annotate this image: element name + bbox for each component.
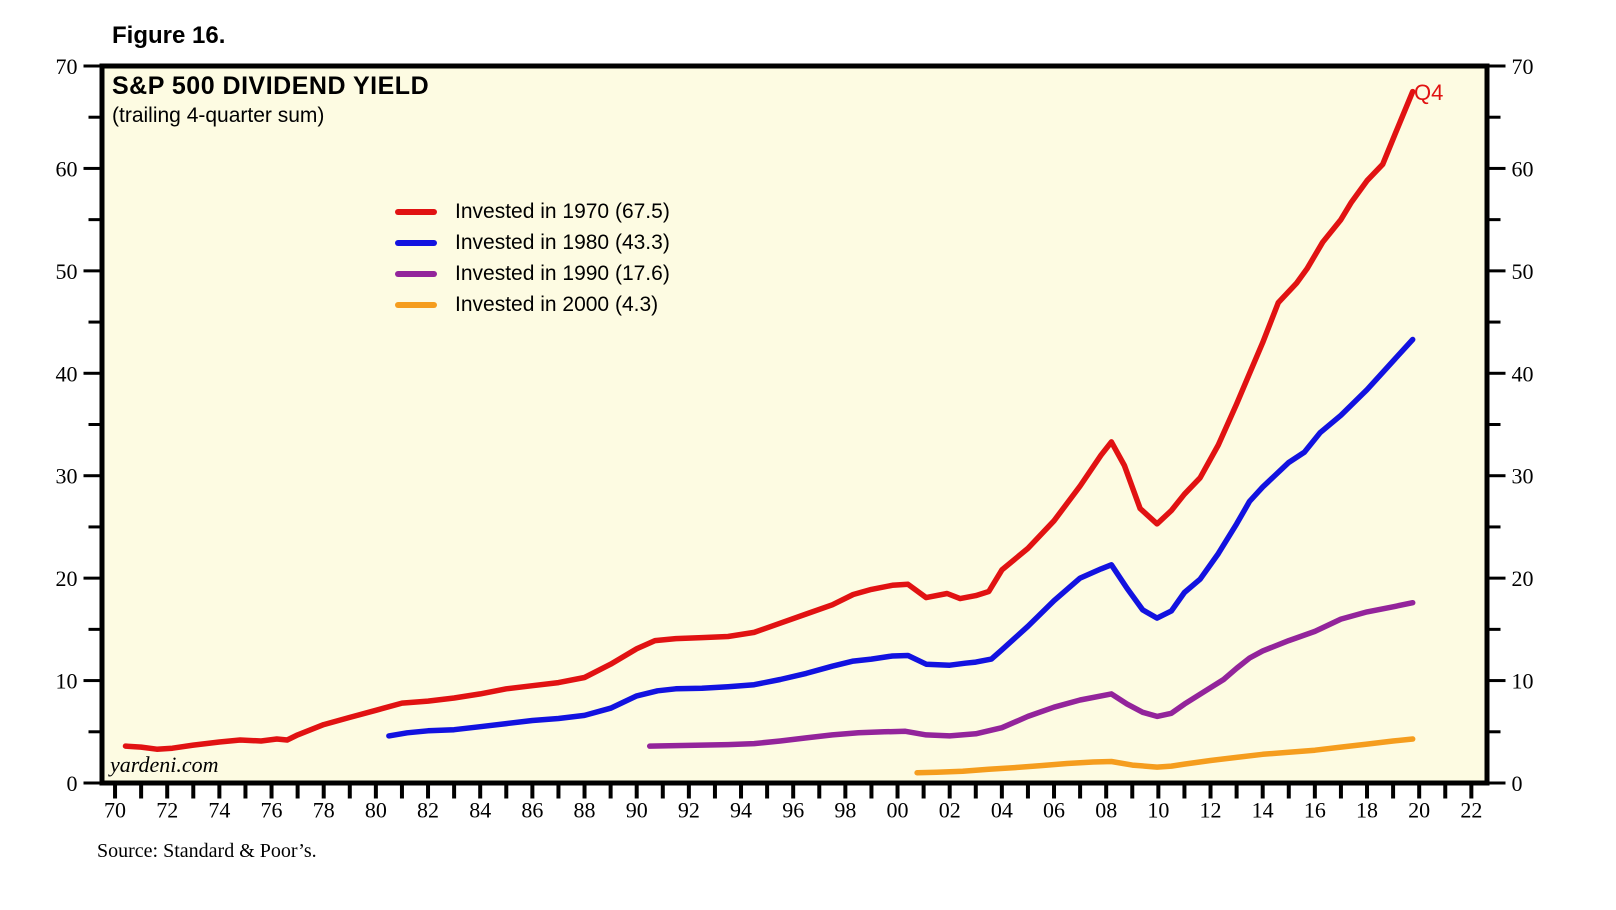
- legend-line-swatch: [395, 209, 437, 215]
- source-note: Source: Standard & Poor’s.: [97, 840, 317, 862]
- y-tick-label-right: 20: [1512, 566, 1534, 591]
- plot-area: [99, 63, 1490, 786]
- series-line-invested-in-1970: [122, 88, 1416, 752]
- y-tick-label-left: 70: [56, 54, 78, 79]
- axis-labels-group: 70 72 74 76 78 80 82 84 86 88 90 92 94 96 98 00 02 04 06 08…: [56, 54, 1534, 823]
- legend-label: Invested in 1990 (17.6): [455, 262, 670, 285]
- x-tick-label: 72: [156, 798, 178, 823]
- legend-label: Invested in 1970 (67.5): [455, 200, 670, 223]
- chart-title: S&P 500 DIVIDEND YIELD: [112, 72, 430, 100]
- figure-label: Figure 16.: [112, 22, 226, 49]
- y-tick-label-left: 0: [67, 771, 78, 796]
- x-tick-label: 76: [261, 798, 283, 823]
- series-lines-group: [122, 88, 1416, 776]
- y-tick-label-right: 30: [1512, 464, 1534, 489]
- legend-line-swatch: [395, 240, 437, 246]
- x-tick-label: 14: [1252, 798, 1274, 823]
- x-tick-label: 80: [365, 798, 387, 823]
- y-tick-label-right: 70: [1512, 54, 1534, 79]
- y-tick-label-left: 10: [56, 669, 78, 694]
- x-tick-label: 10: [1147, 798, 1169, 823]
- y-tick-label-right: 40: [1512, 361, 1534, 386]
- x-tick-label: 74: [208, 798, 230, 823]
- series-line-invested-in-1980: [386, 336, 1416, 739]
- legend-item: Invested in 1970 (67.5): [395, 200, 670, 224]
- legend-label: Invested in 1980 (43.3): [455, 231, 670, 254]
- y-tick-label-left: 30: [56, 464, 78, 489]
- legend-line-swatch: [395, 271, 437, 277]
- x-tick-label: 70: [104, 798, 126, 823]
- x-tick-label: 08: [1095, 798, 1117, 823]
- x-tick-label: 18: [1356, 798, 1378, 823]
- x-tick-label: 22: [1460, 798, 1482, 823]
- x-tick-label: 02: [939, 798, 961, 823]
- legend-item: Invested in 2000 (4.3): [395, 293, 670, 317]
- legend-label: Invested in 2000 (4.3): [455, 293, 659, 316]
- x-tick-label: 94: [730, 798, 752, 823]
- legend-line-swatch: [395, 302, 437, 308]
- y-tick-label-right: 50: [1512, 259, 1534, 284]
- x-tick-label: 12: [1200, 798, 1222, 823]
- y-tick-label-right: 10: [1512, 669, 1534, 694]
- x-tick-label: 06: [1043, 798, 1065, 823]
- series-line-invested-in-2000: [914, 736, 1416, 776]
- legend: Invested in 1970 (67.5) Invested in 1980 …: [395, 200, 670, 317]
- x-tick-label: 04: [991, 798, 1013, 823]
- x-tick-label: 00: [887, 798, 909, 823]
- x-tick-label: 20: [1408, 798, 1430, 823]
- axis-ticks-group: [83, 64, 1506, 799]
- x-tick-label: 78: [313, 798, 335, 823]
- x-tick-label: 82: [417, 798, 439, 823]
- plot-frame-group: [99, 63, 1490, 786]
- x-tick-label: 98: [834, 798, 856, 823]
- series-end-label: Q4: [1414, 80, 1444, 105]
- x-tick-label: 16: [1304, 798, 1326, 823]
- y-tick-label-right: 60: [1512, 156, 1534, 181]
- y-tick-label-right: 0: [1512, 771, 1523, 796]
- y-tick-label-left: 60: [56, 156, 78, 181]
- y-tick-label-left: 40: [56, 361, 78, 386]
- legend-item: Invested in 1990 (17.6): [395, 262, 670, 286]
- series-line-invested-in-1990: [646, 599, 1416, 749]
- watermark: yardeni.com: [110, 752, 219, 777]
- x-tick-label: 90: [626, 798, 648, 823]
- legend-item: Invested in 1980 (43.3): [395, 231, 670, 255]
- y-tick-label-left: 20: [56, 566, 78, 591]
- x-tick-label: 86: [521, 798, 543, 823]
- x-tick-label: 88: [574, 798, 596, 823]
- x-tick-label: 84: [469, 798, 491, 823]
- chart-subtitle: (trailing 4-quarter sum): [112, 104, 325, 127]
- x-tick-label: 92: [678, 798, 700, 823]
- x-tick-label: 96: [782, 798, 804, 823]
- y-tick-label-left: 50: [56, 259, 78, 284]
